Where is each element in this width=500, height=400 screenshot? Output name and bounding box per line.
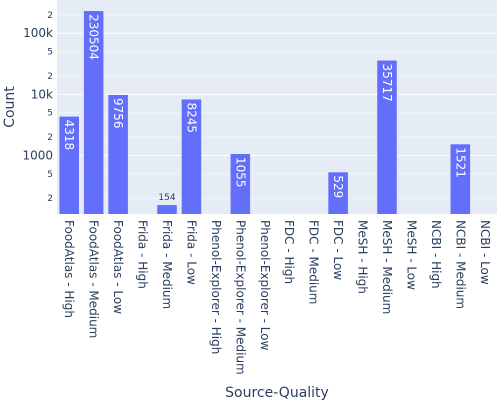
grid-lines — [57, 14, 497, 199]
y-minor-tick-label: 5 — [47, 170, 53, 180]
bar — [181, 99, 202, 214]
bar-value-label: 230504 — [87, 14, 101, 60]
y-tick-label: 10k — [31, 87, 53, 101]
x-tick-label: NCBI - Medium — [453, 220, 467, 309]
x-tick-label: Frida - Low — [184, 220, 198, 285]
x-tick-label: MeSH - High — [356, 220, 370, 294]
y-minor-tick-label: 5 — [47, 48, 53, 58]
y-axis-title: Count — [2, 86, 18, 128]
x-tick-label: MeSH - Low — [404, 220, 418, 290]
x-tick-label: Phenol-Explorer - High — [209, 220, 223, 354]
x-tick-label: FDC - High — [282, 220, 296, 284]
x-axis-title: Source-Quality — [225, 385, 329, 400]
x-tick-label: NCBI - High — [429, 220, 443, 289]
bar — [157, 205, 177, 214]
y-minor-tick-label: 2 — [47, 72, 53, 82]
bar-value-label: 1055 — [233, 157, 247, 188]
x-tick-label: Phenol-Explorer - Medium — [233, 220, 247, 375]
bar — [108, 94, 128, 214]
bar — [230, 154, 251, 214]
x-tick-label: Frida - High — [136, 220, 150, 289]
x-tick-label: Frida - Medium — [160, 220, 174, 309]
x-tick-label: FDC - Low — [331, 220, 345, 280]
bar-data-labels: 4318 230504 9756 154 8245 1055 529 35717 1521 — [62, 14, 467, 203]
bar-value-label: 1521 — [453, 147, 467, 178]
bar — [450, 144, 471, 214]
x-tick-label: MeSH - Medium — [380, 220, 394, 314]
bar-value-label: 154 — [158, 193, 175, 203]
y-tick-label: 1000 — [22, 148, 53, 162]
bar — [328, 172, 348, 214]
bar-value-label: 9756 — [111, 98, 125, 129]
bar-value-label: 35717 — [380, 64, 394, 102]
x-tick-label: FDC - Medium — [307, 220, 321, 304]
bar — [377, 60, 397, 214]
y-minor-tick-label: 2 — [47, 133, 53, 143]
x-tick-label: NCBI - Low — [478, 220, 492, 285]
x-axis-ticks: FoodAtlas - High FoodAtlas - Medium FoodAt… — [62, 220, 492, 375]
plot-area — [57, 0, 497, 214]
y-minor-tick-label: 5 — [47, 109, 53, 119]
y-minor-tick-label: 2 — [47, 11, 53, 21]
bar — [59, 116, 79, 214]
bar-value-label: 4318 — [62, 120, 76, 151]
bar-value-label: 529 — [331, 175, 345, 198]
x-tick-label: FoodAtlas - Medium — [87, 220, 101, 338]
bars — [59, 11, 471, 215]
x-tick-label: FoodAtlas - Low — [111, 220, 125, 314]
y-minor-tick-label: 2 — [47, 194, 53, 204]
x-tick-label: Phenol-Explorer - Low — [258, 220, 272, 351]
y-axis-ticks: 2 5 2 5 2 5 2 1000 10k 100k — [22, 11, 53, 204]
bar-value-label: 8245 — [184, 102, 198, 133]
x-tick-label: FoodAtlas - High — [62, 220, 76, 318]
y-tick-label: 100k — [23, 26, 53, 40]
bar — [83, 11, 104, 215]
